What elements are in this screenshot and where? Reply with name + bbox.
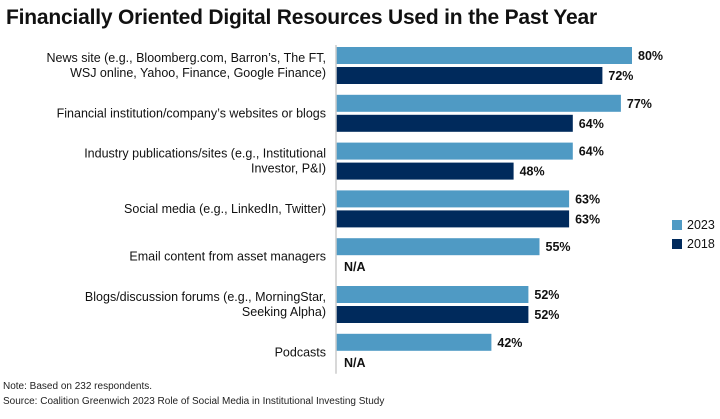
category-label: Social media (e.g., LinkedIn, Twitter)	[124, 202, 326, 216]
bar-2023	[336, 286, 529, 303]
category-label: Financial institution/company’s websites…	[57, 106, 326, 120]
category-label: Email content from asset managers	[129, 250, 326, 264]
value-label: 63%	[575, 192, 600, 206]
value-label: 64%	[579, 145, 604, 159]
legend-label-2018: 2018	[687, 237, 715, 251]
chart-title: Financially Oriented Digital Resources U…	[6, 6, 597, 29]
value-label: 80%	[638, 49, 663, 63]
source: Source: Coalition Greenwich 2023 Role of…	[3, 396, 385, 407]
na-label: N/A	[344, 356, 366, 370]
value-label: 48%	[520, 165, 545, 179]
bar-2018	[336, 210, 570, 228]
note: Note: Based on 232 respondents.	[3, 381, 152, 392]
bar-2023	[336, 94, 621, 112]
value-label: 72%	[608, 69, 633, 83]
legend-item-2023: 2023	[672, 218, 715, 232]
legend-item-2018: 2018	[672, 237, 715, 251]
value-label: 52%	[534, 308, 559, 322]
bar-2018	[336, 114, 573, 132]
category-label: Blogs/discussion forums (e.g., MorningSt…	[85, 290, 326, 319]
value-label: 52%	[534, 288, 559, 302]
value-label: 64%	[579, 117, 604, 131]
na-label: N/A	[344, 260, 366, 274]
bar-2018	[336, 162, 514, 180]
bar-2018	[336, 67, 603, 84]
category-label: Industry publications/sites (e.g., Insti…	[84, 147, 326, 176]
value-label: 63%	[575, 212, 600, 226]
bar-2023	[336, 142, 573, 160]
bar-2023	[336, 238, 540, 256]
bar-2023	[336, 47, 632, 64]
bar-2018	[336, 306, 529, 323]
category-label: Podcasts	[275, 345, 326, 359]
value-label: 77%	[627, 97, 652, 111]
bar-2023	[336, 190, 570, 208]
bar-2023	[336, 333, 492, 351]
value-label: 55%	[546, 240, 571, 254]
value-label: 42%	[497, 336, 522, 350]
legend-label-2023: 2023	[687, 218, 715, 232]
legend-swatch-2023	[672, 220, 682, 230]
category-label: News site (e.g., Bloomberg.com, Barron’s…	[46, 51, 326, 80]
legend-swatch-2018	[672, 239, 682, 249]
